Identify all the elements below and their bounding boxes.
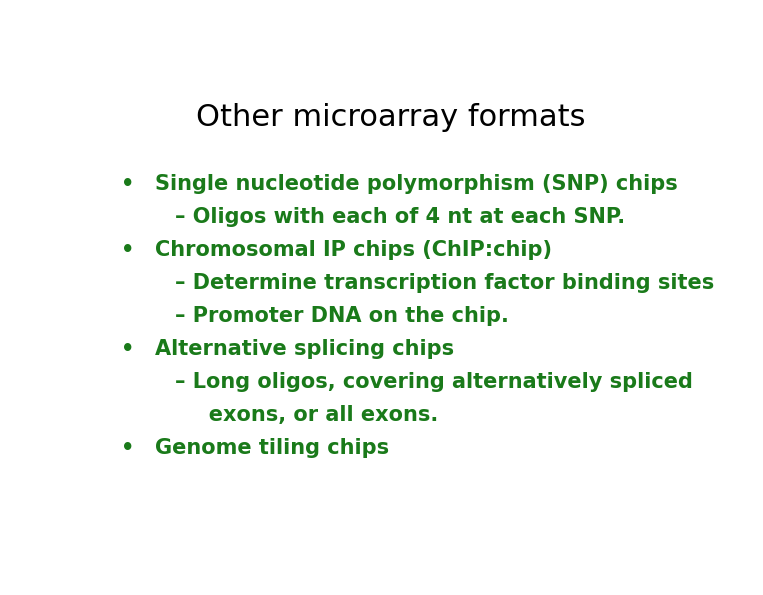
Text: •: • [121,240,134,261]
Text: Other microarray formats: Other microarray formats [196,104,586,133]
Text: •: • [121,339,134,359]
Text: Genome tiling chips: Genome tiling chips [154,439,388,458]
Text: •: • [121,174,134,195]
Text: Chromosomal IP chips (ChIP:chip): Chromosomal IP chips (ChIP:chip) [154,240,552,261]
Text: exons, or all exons.: exons, or all exons. [187,405,438,425]
Text: – Long oligos, covering alternatively spliced: – Long oligos, covering alternatively sp… [175,372,693,393]
Text: Alternative splicing chips: Alternative splicing chips [154,339,454,359]
Text: Single nucleotide polymorphism (SNP) chips: Single nucleotide polymorphism (SNP) chi… [154,174,678,195]
Text: – Promoter DNA on the chip.: – Promoter DNA on the chip. [175,306,509,327]
Text: – Oligos with each of 4 nt at each SNP.: – Oligos with each of 4 nt at each SNP. [175,208,626,227]
Text: – Determine transcription factor binding sites: – Determine transcription factor binding… [175,274,714,293]
Text: •: • [121,439,134,458]
